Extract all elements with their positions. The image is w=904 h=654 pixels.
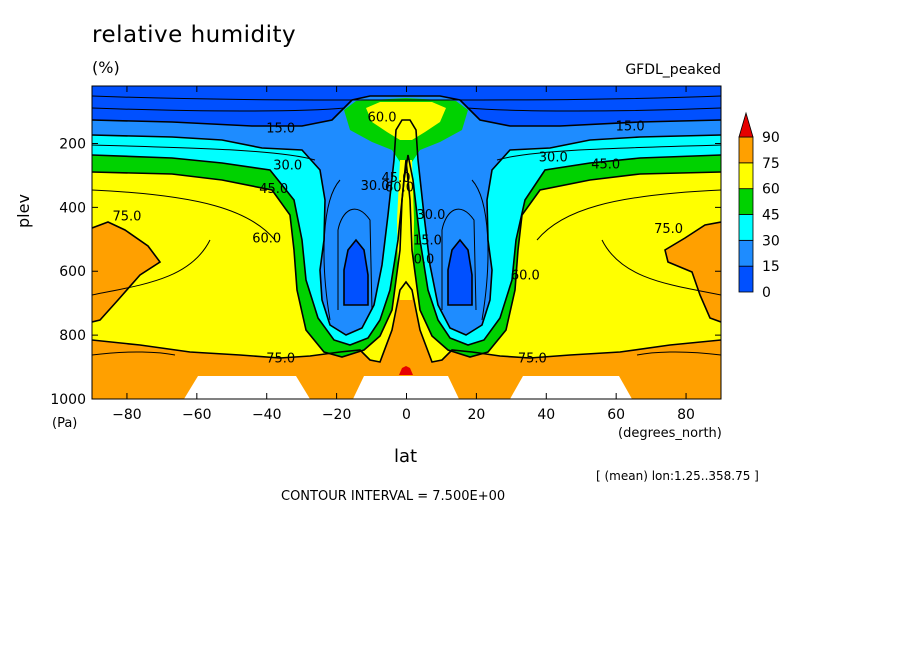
band-90-max	[399, 366, 413, 375]
y-tick-label: 800	[59, 328, 86, 344]
contour-label: 60.0	[385, 181, 414, 196]
contour-label: 15.0	[616, 119, 645, 134]
upper-moist-core	[366, 102, 446, 140]
contour-label: 60.0	[511, 268, 540, 283]
contour-label: 75.0	[266, 351, 295, 366]
contour-label: 45.0	[591, 157, 620, 172]
contour-interval: CONTOUR INTERVAL = 7.500E+00	[281, 489, 506, 504]
topography-1	[184, 376, 310, 399]
x-tick-label: 20	[467, 407, 485, 423]
contour-label: 60.0	[368, 110, 397, 125]
y-axis-ticks: 200 400 600 800 1000	[50, 136, 721, 408]
x-tick-label: −20	[322, 407, 352, 423]
y-axis-units: (Pa)	[52, 416, 78, 431]
colorbar-bin	[738, 136, 754, 164]
colorbar: 0 15 30 45 60 75 90	[738, 111, 780, 301]
dataset-label: GFDL_peaked	[625, 62, 721, 78]
y-tick-label: 200	[59, 136, 86, 152]
y-tick-label: 1000	[50, 392, 86, 408]
colorbar-label: 60	[762, 182, 780, 198]
dry-core-nh	[448, 240, 472, 305]
contour-label: 75.0	[654, 222, 683, 237]
contour-label: 60.0	[252, 232, 281, 247]
colorbar-label: 45	[762, 208, 780, 224]
contour-lines	[92, 95, 721, 356]
colorbar-extend-triangle	[738, 111, 754, 138]
chart-title: relative humidity	[92, 22, 297, 48]
contour-label: 30.0	[273, 158, 302, 173]
x-tick-label: 60	[607, 407, 625, 423]
y-tick-label: 600	[59, 264, 86, 280]
chart-units: (%)	[92, 58, 120, 77]
x-tick-label: −80	[112, 407, 142, 423]
colorbar-label: 90	[762, 130, 780, 146]
x-axis-label: lat	[394, 446, 418, 467]
x-tick-label: 0	[402, 407, 411, 423]
colorbar-bin	[738, 162, 754, 190]
colorbar-label: 15	[762, 259, 780, 275]
band-75-90-nh	[665, 222, 721, 322]
contour-labels: 15.0 15.060.030.030.0 45.045.075.060.030.0…	[112, 110, 683, 366]
x-tick-label: −40	[252, 407, 282, 423]
colorbar-bin	[738, 214, 754, 241]
contour-label: 30.0	[539, 150, 568, 165]
x-axis-units: (degrees_north)	[618, 426, 722, 441]
contour-label: 15.0	[413, 233, 442, 248]
colorbar-label: 0	[762, 285, 771, 301]
topography-3	[510, 376, 632, 399]
x-tick-label: −60	[182, 407, 212, 423]
contour-lines-bold	[92, 95, 721, 363]
contour-label: 0.0	[414, 252, 435, 267]
colorbar-bin	[738, 239, 754, 267]
topography-2	[353, 376, 459, 399]
mean-note: [ (mean) lon:1.25..358.75 ]	[596, 469, 759, 483]
x-tick-label: 40	[537, 407, 555, 423]
colorbar-bin	[738, 265, 754, 293]
colorbar-label: 75	[762, 156, 780, 172]
band-0-15-top	[92, 86, 721, 126]
contour-label: 75.0	[518, 351, 547, 366]
contour-label: 45.0	[259, 182, 288, 197]
contour-label: 30.0	[416, 208, 445, 223]
x-axis-ticks: −80 −60 −40 −20 0 20 40 60 80	[112, 86, 695, 423]
x-tick-label: 80	[677, 407, 695, 423]
contour-label: 15.0	[266, 122, 295, 137]
contour-label: 30.0	[361, 179, 390, 194]
colorbar-label: 30	[762, 233, 780, 249]
colorbar-bin	[738, 188, 754, 215]
y-tick-label: 400	[59, 200, 86, 216]
band-75-90-sh	[92, 222, 160, 322]
contour-label: 75.0	[112, 209, 141, 224]
dry-core-sh	[344, 240, 368, 305]
contour-label: 45.0	[382, 171, 411, 186]
filled-contours	[92, 86, 721, 399]
band-75-90-surface	[92, 282, 721, 399]
